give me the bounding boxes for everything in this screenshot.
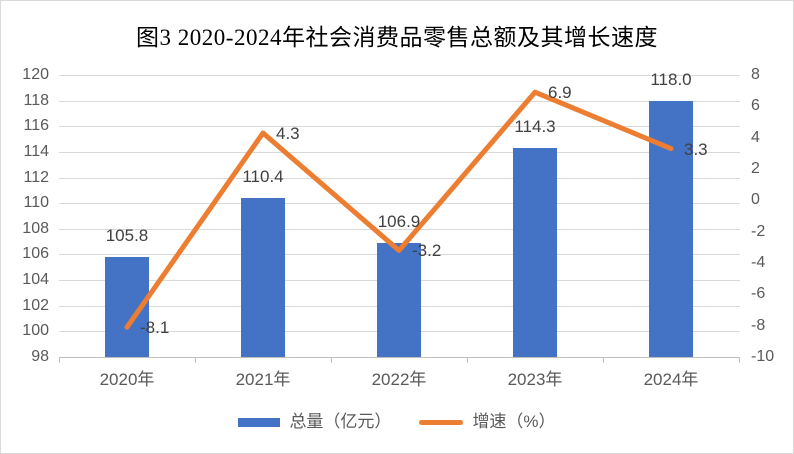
x-axis-category-label: 2020年 [99,370,155,389]
bar [513,148,557,357]
x-axis-category-label: 2023年 [507,370,563,389]
gridline [59,203,740,204]
x-axis-tick [467,358,468,363]
line-value-label: 3.3 [684,140,708,159]
right-axis-tick-label: -10 [751,348,775,365]
legend-item-growth: 增速（%） [419,410,556,434]
chart-title: 图3 2020-2024年社会消费品零售总额及其增长速度 [136,25,658,50]
left-axis-tick-label: 104 [22,271,49,288]
gridline [59,178,740,179]
x-axis-tick [603,358,604,363]
gridline [59,126,740,127]
line-value-label: 4.3 [276,124,300,143]
right-axis-tick-label: -6 [751,285,766,302]
line-value-label: 6.9 [548,83,572,102]
right-axis-tick-label: 6 [751,97,760,114]
bar [377,243,421,357]
gridline [59,229,740,230]
right-axis-tick-label: 8 [751,66,760,83]
legend-item-total: 总量（亿元） [238,410,391,434]
bar-value-label: 106.9 [377,212,421,231]
right-axis-tick-label: 0 [751,191,760,208]
left-axis-tick-label: 106 [22,245,49,262]
left-axis-tick-label: 108 [22,220,49,237]
growth-line [124,89,674,330]
right-axis-tick-label: -4 [751,254,766,271]
bar [241,198,285,357]
gridline [59,101,740,102]
gridline [59,152,740,153]
right-axis-tick-label: -8 [751,317,766,334]
bar-value-label: 114.3 [514,117,556,136]
x-axis-tick [739,358,740,363]
x-axis-tick [331,358,332,363]
bar-swatch-icon [238,417,281,427]
legend-label-growth: 增速（%） [472,412,556,431]
legend-label-total: 总量（亿元） [289,412,392,431]
line-value-label: -8.1 [140,318,170,337]
left-axis-tick-label: 100 [22,322,49,339]
right-axis-tick-label: 2 [751,160,760,177]
right-axis-tick-label: 4 [751,129,760,146]
bar-value-label: 110.4 [242,167,284,186]
bar-value-label: 105.8 [105,226,149,245]
x-axis-category-label: 2022年 [371,370,427,389]
legend: 总量（亿元） 增速（%） [1,408,793,436]
left-axis-tick-label: 118 [23,92,49,109]
left-axis-tick-label: 114 [23,143,49,160]
line-value-label: -3.2 [412,241,442,260]
gridline [59,75,740,76]
x-axis-line [59,357,740,358]
left-axis-tick-label: 116 [23,117,49,134]
plot-area: 105.8 110.4 106.9 114.3 118.0 -8.1 4.3 -3.2 6.9 3… [59,70,739,357]
line-series [124,89,674,330]
bar-value-label: 118.0 [650,70,692,89]
x-axis-category-label: 2021年 [235,370,291,389]
x-axis-category-label: 2024年 [643,370,699,389]
left-axis-tick-label: 110 [23,194,49,211]
left-axis-tick-label: 98 [31,348,49,365]
right-axis-tick-label: -2 [751,223,766,240]
left-axis-tick-label: 120 [22,66,49,83]
line-swatch-icon [419,419,464,425]
x-axis-tick [195,358,196,363]
x-axis-tick [59,358,60,363]
left-axis-tick-label: 102 [22,297,49,314]
left-axis-tick-label: 112 [23,169,49,186]
